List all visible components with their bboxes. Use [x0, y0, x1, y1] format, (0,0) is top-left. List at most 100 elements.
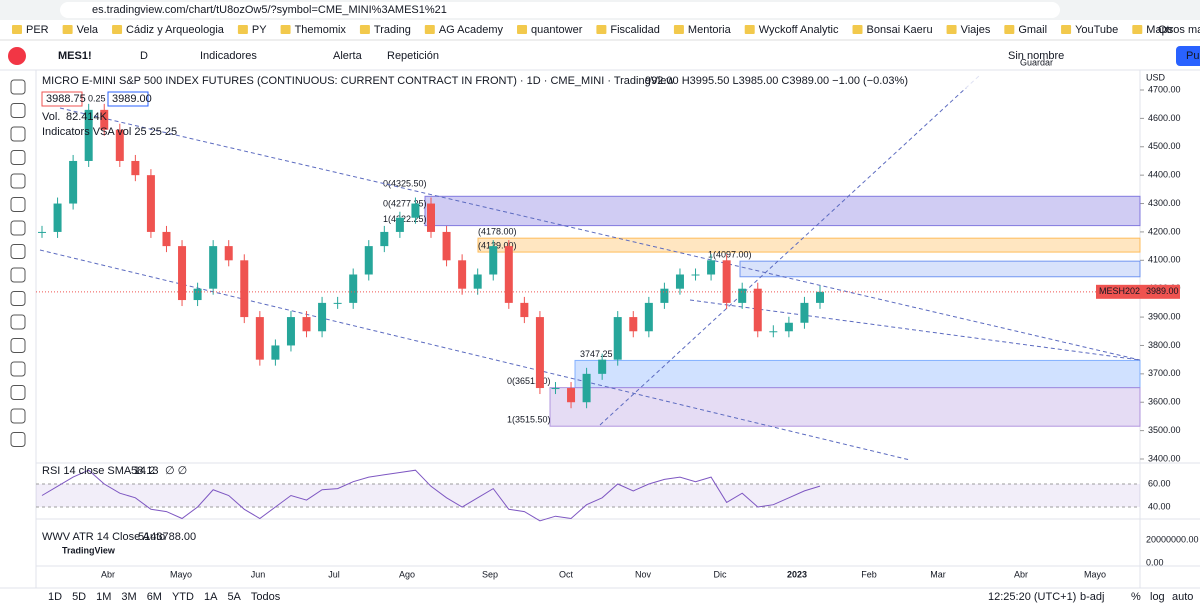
fib-label: (4129.00)	[478, 240, 517, 250]
bookmark[interactable]: Mentoria	[688, 24, 732, 36]
bookmark[interactable]: Gmail	[1018, 24, 1047, 36]
publish-button[interactable]	[1176, 46, 1200, 66]
bookmark[interactable]: Themomix	[295, 24, 347, 36]
ask-box[interactable]	[107, 91, 149, 107]
bottom-percent[interactable]: %	[1131, 591, 1141, 603]
toolbar-alert[interactable]: Alerta	[333, 50, 363, 62]
bookmark[interactable]: Wyckoff Analytic	[759, 24, 839, 36]
range-button[interactable]: 5D	[72, 591, 86, 603]
toolbar-indicators[interactable]: Indicadores	[200, 50, 257, 62]
range-button[interactable]: 5A	[227, 591, 241, 603]
tool-icon[interactable]	[10, 291, 26, 306]
toolbar-layout_name[interactable]: Sin nombre	[1008, 50, 1064, 62]
bookmark-icon	[1061, 25, 1072, 34]
candle	[333, 302, 342, 304]
candle	[520, 302, 529, 318]
tool-icon[interactable]	[10, 103, 26, 118]
bookmark[interactable]: AG Academy	[439, 24, 504, 36]
bid-box[interactable]	[41, 91, 83, 107]
tool-icon[interactable]	[10, 432, 26, 447]
zone	[424, 195, 1141, 227]
bookmark[interactable]: Trading	[374, 24, 411, 36]
indicator-label: Indicators VSA vol 25 25 25	[42, 126, 177, 138]
tool-icon[interactable]	[10, 314, 26, 330]
tool-icon[interactable]	[10, 220, 26, 236]
tool-icon[interactable]	[10, 79, 26, 95]
bookmark[interactable]: Maps	[1146, 24, 1173, 36]
bookmark[interactable]: Cádiz y Arqueologia	[126, 24, 225, 36]
tool-icon[interactable]	[10, 338, 26, 353]
url-field[interactable]	[60, 2, 1060, 18]
rsi-value: 58.13	[131, 465, 159, 477]
bookmark-icon	[359, 25, 370, 34]
month-label: Abr	[101, 569, 115, 579]
tool-icon[interactable]	[10, 197, 26, 212]
toolbar-publish[interactable]: Pub	[1186, 50, 1200, 62]
bookmark-icon	[852, 25, 863, 34]
bid[interactable]: 3988.75	[46, 93, 86, 105]
tool-icon[interactable]	[10, 244, 26, 259]
bookmark[interactable]: Viajes	[961, 24, 991, 36]
candle	[224, 246, 233, 261]
bottom-log[interactable]: log	[1150, 591, 1165, 603]
range-button[interactable]: 1M	[96, 591, 111, 603]
price-label: 3800.00	[1148, 340, 1181, 350]
candle	[458, 260, 467, 289]
candle	[380, 231, 389, 247]
bottom-auto[interactable]: auto	[1172, 591, 1193, 603]
bookmark[interactable]: PER	[26, 24, 49, 36]
tool-icon[interactable]	[10, 385, 26, 400]
candle	[738, 288, 747, 303]
bookmark[interactable]: PY	[252, 24, 267, 36]
candle	[629, 317, 638, 332]
candle	[100, 109, 109, 130]
candle	[722, 260, 731, 303]
fib-label: 3747.25	[580, 349, 613, 359]
toolbar-interval[interactable]: D	[140, 50, 148, 62]
toolbar-save[interactable]: Guardar	[1020, 57, 1053, 67]
bookmark[interactable]: Vela	[77, 24, 99, 36]
bookmark-icon	[62, 25, 73, 34]
fib-label: 0(4325.50)	[383, 179, 427, 189]
candle	[395, 217, 404, 232]
range-button[interactable]: 3M	[121, 591, 136, 603]
toolbar-replay[interactable]: Repetición	[387, 50, 439, 62]
range-button[interactable]: 6M	[147, 591, 162, 603]
month-label: Jun	[251, 569, 266, 579]
month-label: Mayo	[1084, 569, 1106, 579]
tool-icon[interactable]	[10, 408, 26, 424]
tool-icon[interactable]	[10, 173, 26, 189]
bookmark-icon	[112, 25, 123, 34]
url[interactable]: es.tradingview.com/chart/tU8ozOw5/?symbo…	[92, 4, 447, 16]
bookmark[interactable]: YouTube	[1075, 24, 1118, 36]
candle	[567, 388, 576, 403]
range-button[interactable]: 1D	[48, 591, 62, 603]
range-button[interactable]: 1A	[204, 591, 218, 603]
toolbar-symbol[interactable]: MES1!	[58, 50, 92, 62]
fib-label: 1(3515.50)	[507, 415, 551, 425]
candle	[318, 302, 327, 332]
tool-icon[interactable]	[10, 126, 26, 142]
tool-icon[interactable]	[10, 150, 26, 165]
price-label: 4100.00	[1148, 255, 1181, 265]
bookmark-icon	[744, 25, 755, 34]
tool-icon[interactable]	[10, 361, 26, 377]
month-label: Sep	[482, 569, 498, 579]
range-button[interactable]: Todos	[251, 591, 281, 603]
bookmark[interactable]: Otros marcad	[1158, 24, 1200, 36]
avatar[interactable]	[8, 47, 26, 65]
bookmark[interactable]: quantower	[531, 24, 583, 36]
tool-icon[interactable]	[10, 267, 26, 283]
candle	[349, 274, 358, 303]
candle	[489, 246, 498, 275]
rsi-line	[41, 469, 821, 522]
ask[interactable]: 3989.00	[112, 93, 152, 105]
bottom-adj[interactable]: b-adj	[1080, 591, 1104, 603]
bookmark[interactable]: Bonsai Kaeru	[867, 24, 933, 36]
candle	[504, 246, 513, 303]
bookmark[interactable]: Fiscalidad	[610, 24, 660, 36]
candle	[582, 373, 591, 403]
range-button[interactable]: YTD	[172, 591, 194, 603]
volume-label: Vol.	[42, 111, 60, 123]
